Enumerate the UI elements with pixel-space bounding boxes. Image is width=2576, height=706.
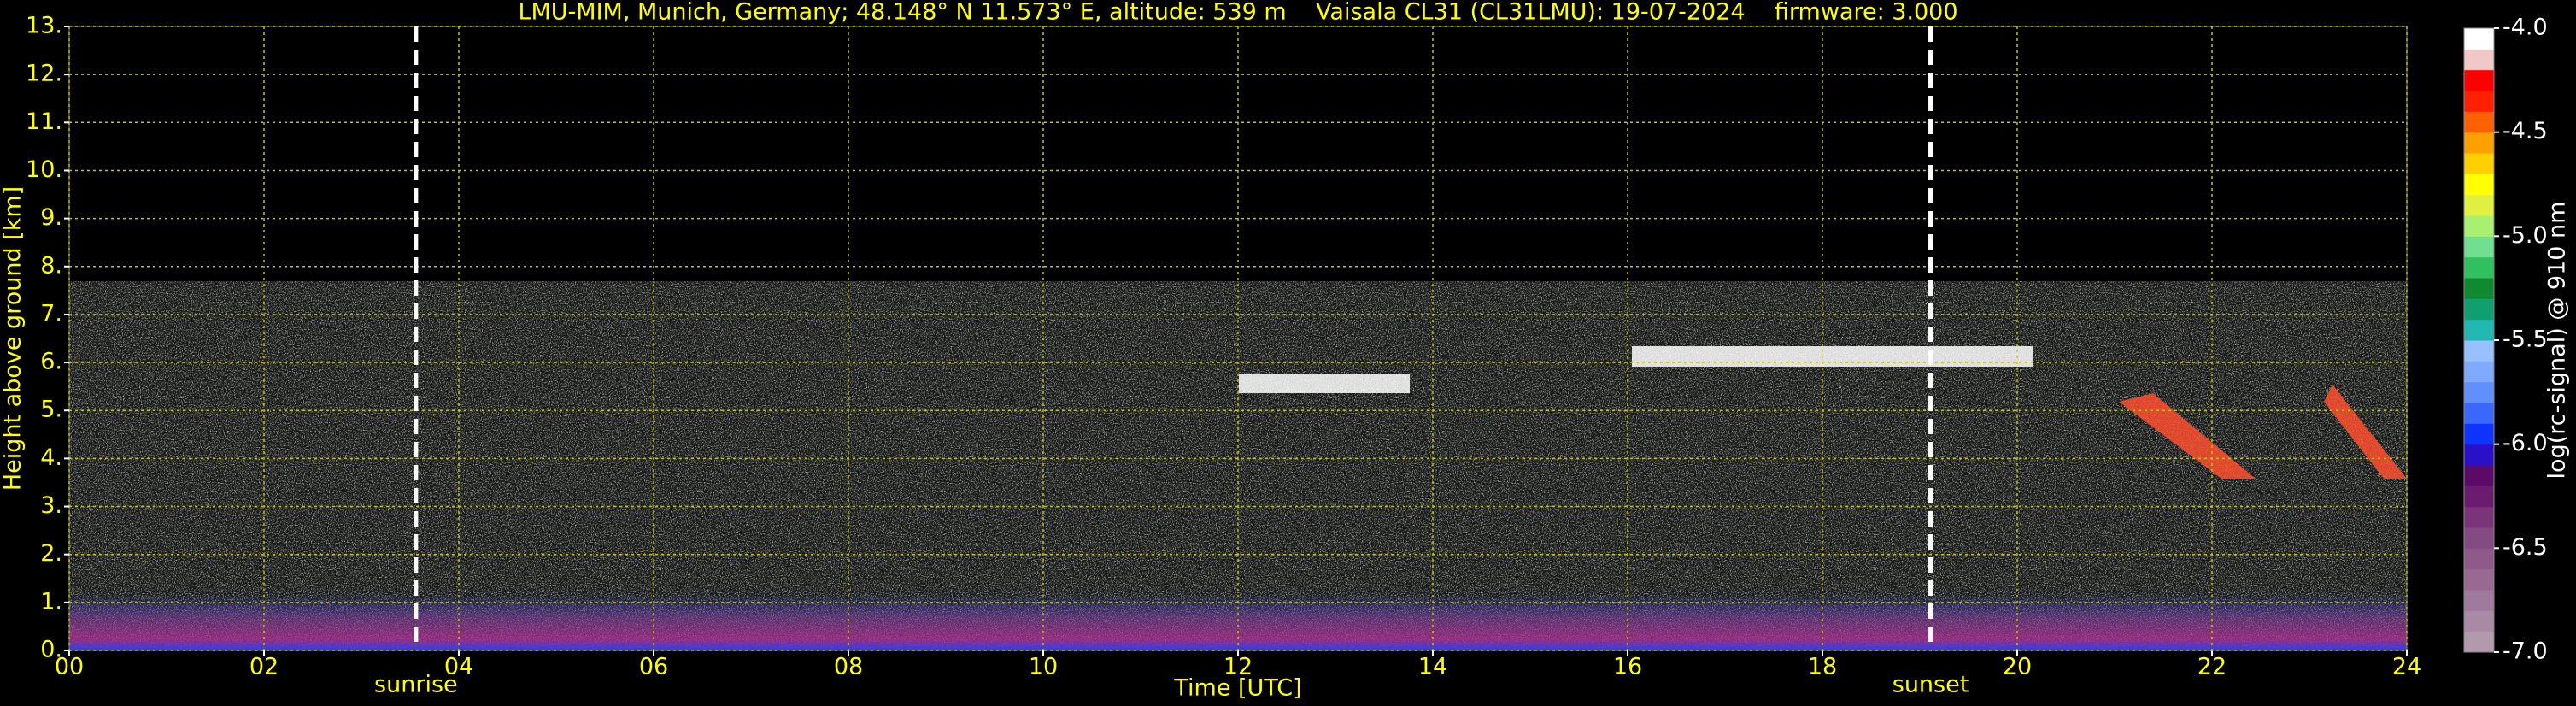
cloud xyxy=(1239,374,1410,393)
colorbar-tick-label: -7.0 xyxy=(2503,638,2548,665)
y-tick-label: 5. xyxy=(40,397,62,423)
x-axis-label: Time [UTC] xyxy=(1173,675,1301,702)
colorbar-swatch xyxy=(2464,69,2494,91)
chart-title: LMU-MIM, Munich, Germany; 48.148° N 11.5… xyxy=(518,0,1957,26)
colorbar-swatch xyxy=(2464,49,2494,71)
colorbar-swatch xyxy=(2464,256,2494,279)
x-tick-label: 04 xyxy=(444,654,473,680)
colorbar-swatch xyxy=(2464,485,2494,508)
y-tick-label: 7. xyxy=(40,300,62,327)
y-axis-label: Height above ground [km] xyxy=(0,186,26,491)
colorbar-swatch xyxy=(2464,361,2494,383)
x-tick-label: 24 xyxy=(2392,654,2421,680)
cloud-returns xyxy=(1239,346,2407,479)
x-tick-label: 18 xyxy=(1808,654,1837,680)
x-tick-label: 10 xyxy=(1029,654,1058,680)
colorbar-swatch xyxy=(2464,423,2494,445)
y-tick-label: 13. xyxy=(26,13,62,39)
y-tick-label: 6. xyxy=(40,349,62,375)
colorbar-swatch xyxy=(2464,403,2494,424)
colorbar-tick-label: -5.0 xyxy=(2503,222,2548,249)
colorbar-swatch xyxy=(2464,278,2494,299)
y-tick-label: 0. xyxy=(40,637,62,663)
x-tick-label: 16 xyxy=(1613,654,1642,680)
colorbar-swatch xyxy=(2464,527,2494,549)
x-tick-label: 14 xyxy=(1418,654,1447,680)
y-tick-label: 1. xyxy=(40,588,62,615)
colorbar-swatch xyxy=(2464,444,2494,466)
colorbar-tick-label: -4.5 xyxy=(2503,118,2548,144)
x-tick-label: 02 xyxy=(249,654,279,680)
colorbar-swatch xyxy=(2464,194,2494,216)
cloud xyxy=(2324,385,2407,479)
colorbar-swatch xyxy=(2464,340,2494,362)
y-tick-label: 12. xyxy=(26,61,62,87)
y-tick-label: 10. xyxy=(26,156,62,183)
colorbar-tick-label: -6.5 xyxy=(2503,534,2548,561)
colorbar-swatch xyxy=(2464,153,2494,174)
y-tick-label: 8. xyxy=(40,252,62,279)
colorbar-swatch xyxy=(2464,91,2494,112)
colorbar-tick-label: -6.0 xyxy=(2503,430,2548,456)
cloud xyxy=(2119,393,2256,479)
colorbar-swatch xyxy=(2464,28,2494,50)
sun-marker-label: sunset xyxy=(1892,672,1969,698)
y-tick-label: 11. xyxy=(26,109,62,135)
colorbar-swatch xyxy=(2464,610,2494,632)
colorbar-swatch xyxy=(2464,174,2494,196)
x-tick-label: 12 xyxy=(1223,654,1253,680)
colorbar-swatch xyxy=(2464,631,2494,653)
y-tick-label: 2. xyxy=(40,540,62,567)
colorbar-swatch xyxy=(2464,568,2494,591)
colorbar-swatch xyxy=(2464,465,2494,486)
cloud xyxy=(1632,346,2033,367)
y-tick-label: 9. xyxy=(40,204,62,231)
colorbar-swatch xyxy=(2464,298,2494,321)
x-tick-label: 22 xyxy=(2198,654,2227,680)
colorbar-tick-label: -5.5 xyxy=(2503,327,2548,353)
x-tick-label: 08 xyxy=(834,654,863,680)
colorbar-label: log(rc-signal) @ 910 nm xyxy=(2544,202,2571,479)
y-tick-label: 4. xyxy=(40,444,62,471)
colorbar-swatch xyxy=(2464,319,2494,341)
colorbar-swatch xyxy=(2464,590,2494,611)
x-tick-label: 20 xyxy=(2003,654,2032,680)
sun-marker-label: sunrise xyxy=(374,672,458,698)
x-tick-label: 00 xyxy=(55,654,84,680)
colorbar-swatch xyxy=(2464,111,2494,133)
x-tick-label: 06 xyxy=(639,654,668,680)
colorbar-swatch xyxy=(2464,381,2494,403)
y-tick-label: 3. xyxy=(40,492,62,519)
colorbar-tick-label: -4.0 xyxy=(2503,15,2548,41)
colorbar-swatch xyxy=(2464,506,2494,528)
colorbar-swatch xyxy=(2464,548,2494,570)
colorbar-swatch xyxy=(2464,215,2494,237)
colorbar-swatch xyxy=(2464,132,2494,154)
colorbar-swatch xyxy=(2464,236,2494,258)
